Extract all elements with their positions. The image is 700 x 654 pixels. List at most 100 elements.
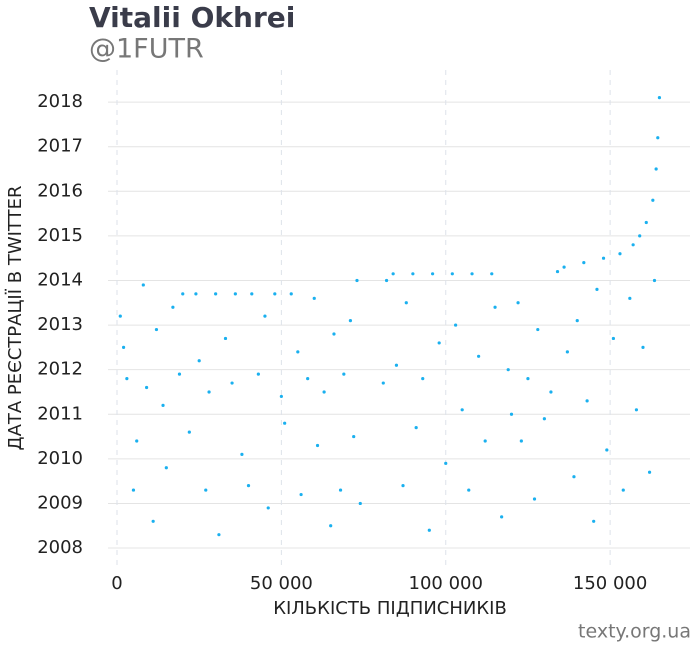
point	[394, 363, 399, 367]
point	[595, 287, 599, 292]
point	[141, 283, 145, 287]
y-tick-label: 2012	[37, 359, 83, 380]
point	[338, 488, 343, 492]
point	[454, 323, 458, 327]
point	[171, 305, 175, 309]
point	[256, 372, 260, 376]
point	[263, 314, 267, 318]
point	[161, 403, 165, 407]
y-tick-label: 2010	[37, 448, 83, 469]
point	[652, 278, 657, 283]
point	[131, 488, 136, 492]
point	[585, 399, 589, 403]
y-tick-label: 2013	[37, 314, 83, 335]
point	[214, 292, 218, 296]
point	[414, 426, 418, 430]
point	[404, 301, 408, 305]
point	[358, 501, 362, 506]
point	[187, 430, 191, 434]
point	[411, 272, 415, 276]
point	[631, 243, 635, 247]
point	[656, 136, 660, 140]
y-tick-label: 2014	[37, 269, 83, 290]
point	[207, 390, 211, 394]
point	[437, 341, 441, 345]
point	[500, 515, 504, 519]
point	[194, 292, 198, 296]
point	[118, 314, 122, 318]
point	[483, 439, 487, 443]
point	[181, 292, 185, 296]
y-tick-label: 2015	[37, 225, 83, 246]
point	[641, 345, 645, 349]
point	[651, 198, 655, 202]
point	[638, 234, 642, 238]
point	[312, 296, 316, 300]
point	[430, 272, 435, 276]
point	[519, 439, 523, 443]
point	[506, 368, 510, 372]
point	[611, 336, 616, 341]
point	[348, 319, 353, 323]
point	[477, 354, 481, 358]
source: texty.org.ua	[578, 621, 691, 643]
point	[355, 278, 359, 283]
point	[621, 488, 625, 492]
point	[322, 390, 326, 394]
point	[177, 372, 182, 376]
point	[628, 296, 632, 300]
point	[509, 412, 514, 416]
point	[144, 385, 149, 390]
point	[460, 408, 464, 412]
point	[565, 350, 569, 354]
y-tick-label: 2011	[37, 403, 83, 424]
point	[555, 269, 560, 274]
y-tick-label: 2018	[37, 91, 83, 112]
point	[279, 394, 283, 399]
point	[121, 345, 126, 349]
chart-title: Vitalii Okhrei	[89, 1, 295, 34]
point	[401, 484, 405, 488]
point	[289, 292, 293, 296]
point	[151, 519, 155, 523]
point	[296, 350, 300, 354]
point	[532, 497, 537, 501]
point	[384, 278, 389, 283]
point	[654, 167, 658, 171]
y-tick-label: 2009	[37, 492, 83, 513]
point	[306, 376, 310, 381]
y-tick-label: 2016	[37, 180, 83, 201]
point	[536, 327, 540, 332]
point	[644, 220, 648, 225]
point	[197, 359, 201, 363]
point	[125, 376, 129, 381]
point	[450, 272, 454, 276]
y-tick-label: 2008	[37, 537, 83, 558]
point	[490, 272, 494, 276]
point	[217, 533, 221, 537]
point	[381, 381, 385, 385]
point	[427, 528, 431, 532]
point	[250, 292, 254, 296]
point	[542, 417, 546, 421]
point	[444, 461, 448, 465]
point	[154, 327, 159, 332]
point	[605, 448, 609, 452]
point	[582, 261, 586, 265]
point	[618, 252, 622, 256]
point	[391, 272, 395, 276]
chart-subtitle: @1FUTR	[89, 34, 204, 65]
x-tick-label: 100 000	[409, 573, 483, 594]
x-tick-label: 50 000	[250, 573, 313, 594]
point	[135, 439, 139, 443]
point	[283, 421, 287, 425]
x-tick-label: 0	[111, 573, 122, 594]
point	[299, 492, 303, 497]
point	[634, 408, 639, 412]
point	[467, 488, 471, 492]
point	[240, 452, 244, 457]
point	[329, 524, 333, 528]
point	[657, 96, 662, 100]
point	[601, 256, 606, 260]
point	[592, 519, 596, 523]
